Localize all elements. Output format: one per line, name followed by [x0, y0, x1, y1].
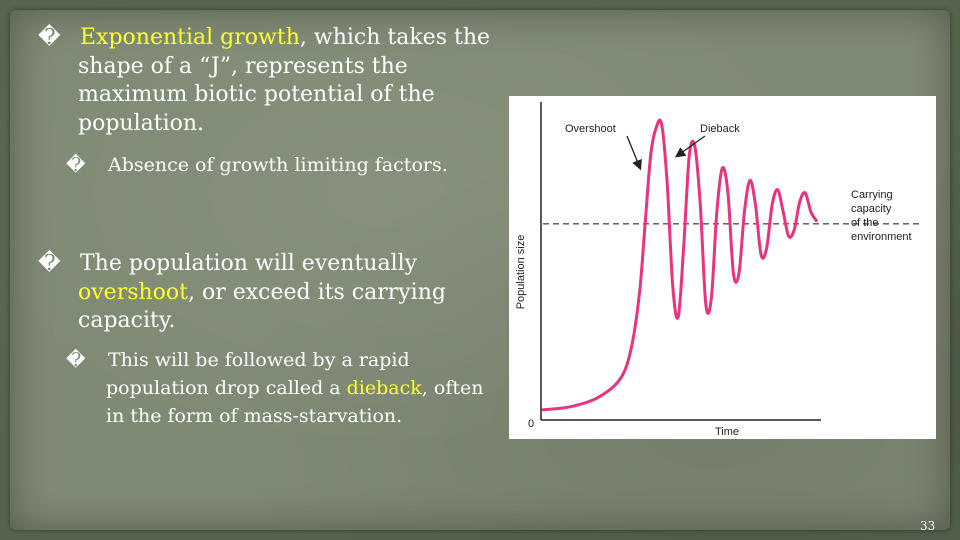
bullet-exponential-growth: � Exponential growth, which takes the sha… [38, 24, 508, 138]
bullet-marker: � [38, 251, 61, 276]
carrying-capacity-label-1: Carrying [851, 189, 893, 201]
sub-bullet-text-after: , often in the form of mass-starvation. [106, 377, 484, 427]
bullet-text: , which takes the shape of a “J”, repres… [78, 25, 491, 136]
highlight-exponential-growth: Exponential growth [80, 25, 300, 50]
bullet-marker: � [38, 25, 61, 50]
y-axis-label: Population size [515, 235, 527, 310]
carrying-capacity-label-2: capacity [851, 203, 892, 215]
carrying-capacity-label-3: of the [851, 217, 879, 229]
bullet-text-before: The population will eventually [80, 251, 418, 276]
overshoot-annotation: Overshoot [565, 123, 616, 135]
sub-bullet-text-before: This will be followed by a rapid populat… [106, 349, 410, 399]
carrying-capacity-label-4: environment [851, 231, 912, 243]
dieback-arrow [674, 135, 706, 158]
origin-label: 0 [528, 418, 534, 430]
overshoot-arrow [626, 135, 642, 171]
page-number: 33 [920, 519, 936, 533]
highlight-overshoot: overshoot [78, 279, 188, 305]
sub-bullet-text: Absence of growth limiting factors. [108, 154, 448, 176]
bullet-overshoot: � The population will eventually overshoo… [38, 250, 478, 336]
sub-bullet-dieback: � This will be followed by a rapid popula… [66, 346, 496, 430]
sub-bullet-marker: � [66, 349, 86, 371]
dieback-annotation: Dieback [700, 123, 740, 135]
population-chart: Population size Time 0 Overshoot Dieback… [509, 96, 936, 439]
highlight-dieback: dieback [346, 377, 422, 399]
sub-bullet-absence: � Absence of growth limiting factors. [66, 152, 506, 178]
population-chart-svg: Population size Time 0 Overshoot Dieback… [515, 102, 921, 438]
sub-bullet-marker: � [66, 154, 86, 176]
population-curve [541, 118, 818, 412]
x-axis-label: Time [715, 426, 739, 438]
bullet-text-after: , or exceed its carrying capacity. [78, 279, 446, 334]
